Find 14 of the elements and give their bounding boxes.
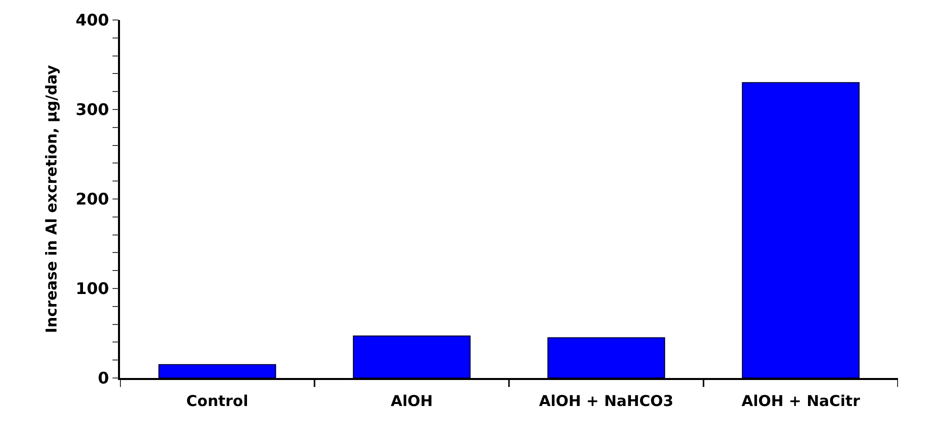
x-tick-label: AlOH [390,392,433,410]
bar [742,82,860,378]
y-tick-label: 400 [76,10,110,30]
x-tick-label: AlOH + NaCitr [742,392,861,410]
x-tick-label: Control [186,392,248,410]
x-tick-label: AlOH + NaHCO3 [539,392,674,410]
bar [352,335,471,378]
y-tick-label: 100 [76,279,110,298]
y-tick-label: 200 [76,190,110,209]
bar [547,337,666,378]
y-axis-title: Increase in Al excretion, µg/day [42,64,60,334]
y-tick-label: 0 [98,368,110,388]
bar [158,364,276,378]
y-tick-label: 300 [76,100,110,120]
